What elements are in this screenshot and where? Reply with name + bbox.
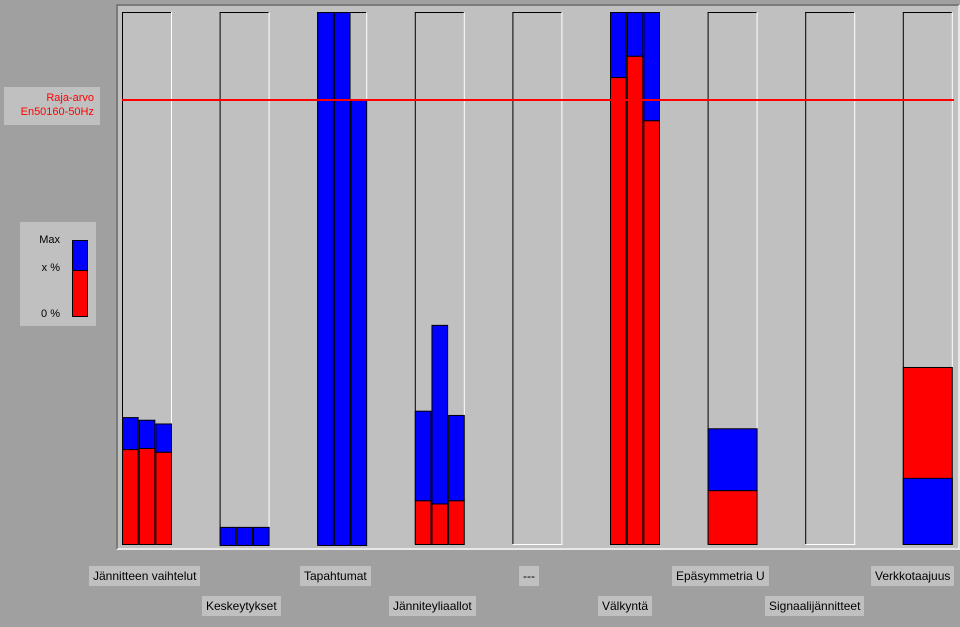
bar-max: [219, 526, 237, 546]
bar-max: [317, 12, 334, 546]
bar-x-percent: [643, 120, 660, 545]
chart-frame: [116, 4, 960, 550]
bar-max: [138, 419, 156, 449]
legend: Max x % 0 %: [20, 222, 96, 326]
bar-x-percent: [626, 55, 644, 546]
column-panel: [512, 12, 562, 545]
chart-plot: [122, 12, 954, 546]
column-panel: [220, 12, 270, 545]
legend-max-swatch: [72, 240, 88, 271]
legend-x-label: x %: [41, 262, 60, 274]
bar-x-percent: [707, 490, 758, 546]
legend-max-label: Max: [39, 234, 60, 246]
bar-x-percent: [155, 451, 172, 546]
bar-x-percent: [431, 503, 449, 545]
bar-max: [333, 12, 351, 546]
bar-max: [643, 12, 660, 122]
bar-max: [155, 423, 172, 453]
category-label-harmonics: Jänniteyliaallot: [389, 596, 476, 616]
bar-max: [902, 477, 953, 546]
category-label-frequency: Verkkotaajuus: [871, 566, 955, 586]
bar-max: [626, 12, 644, 57]
bar-max: [350, 99, 368, 546]
limit-label-line1: Raja-arvo: [46, 92, 94, 104]
bar-max: [414, 410, 432, 502]
bar-max: [252, 526, 270, 546]
category-label-events: Tapahtumat: [300, 566, 371, 586]
category-label-voltage-variations: Jännitteen vaihtelut: [89, 566, 201, 586]
bar-max: [431, 324, 449, 505]
limit-label-line2: En50160-50Hz: [20, 106, 94, 118]
bar-max: [122, 417, 139, 451]
bar-x-percent: [122, 449, 139, 545]
legend-zero-label: 0 %: [41, 308, 60, 320]
category-label-flicker: Välkyntä: [598, 596, 653, 616]
bar-x-percent: [448, 500, 465, 545]
category-label-empty: ---: [519, 566, 539, 586]
category-label-interruptions: Keskeytykset: [202, 596, 281, 616]
limit-label: Raja-arvo En50160-50Hz: [4, 87, 100, 125]
category-label-unbalance: Epäsymmetria U: [672, 566, 769, 586]
bar-x-percent: [610, 77, 627, 545]
category-label-signalling: Signaalijännitteet: [765, 596, 865, 616]
bar-max: [707, 428, 758, 492]
bar-max: [236, 526, 253, 546]
bar-x-percent: [138, 447, 156, 545]
bar-max: [610, 12, 627, 79]
legend-x-swatch: [72, 270, 88, 317]
bar-x-percent: [414, 500, 432, 545]
column-panel: [805, 12, 855, 545]
bar-max: [448, 414, 465, 502]
